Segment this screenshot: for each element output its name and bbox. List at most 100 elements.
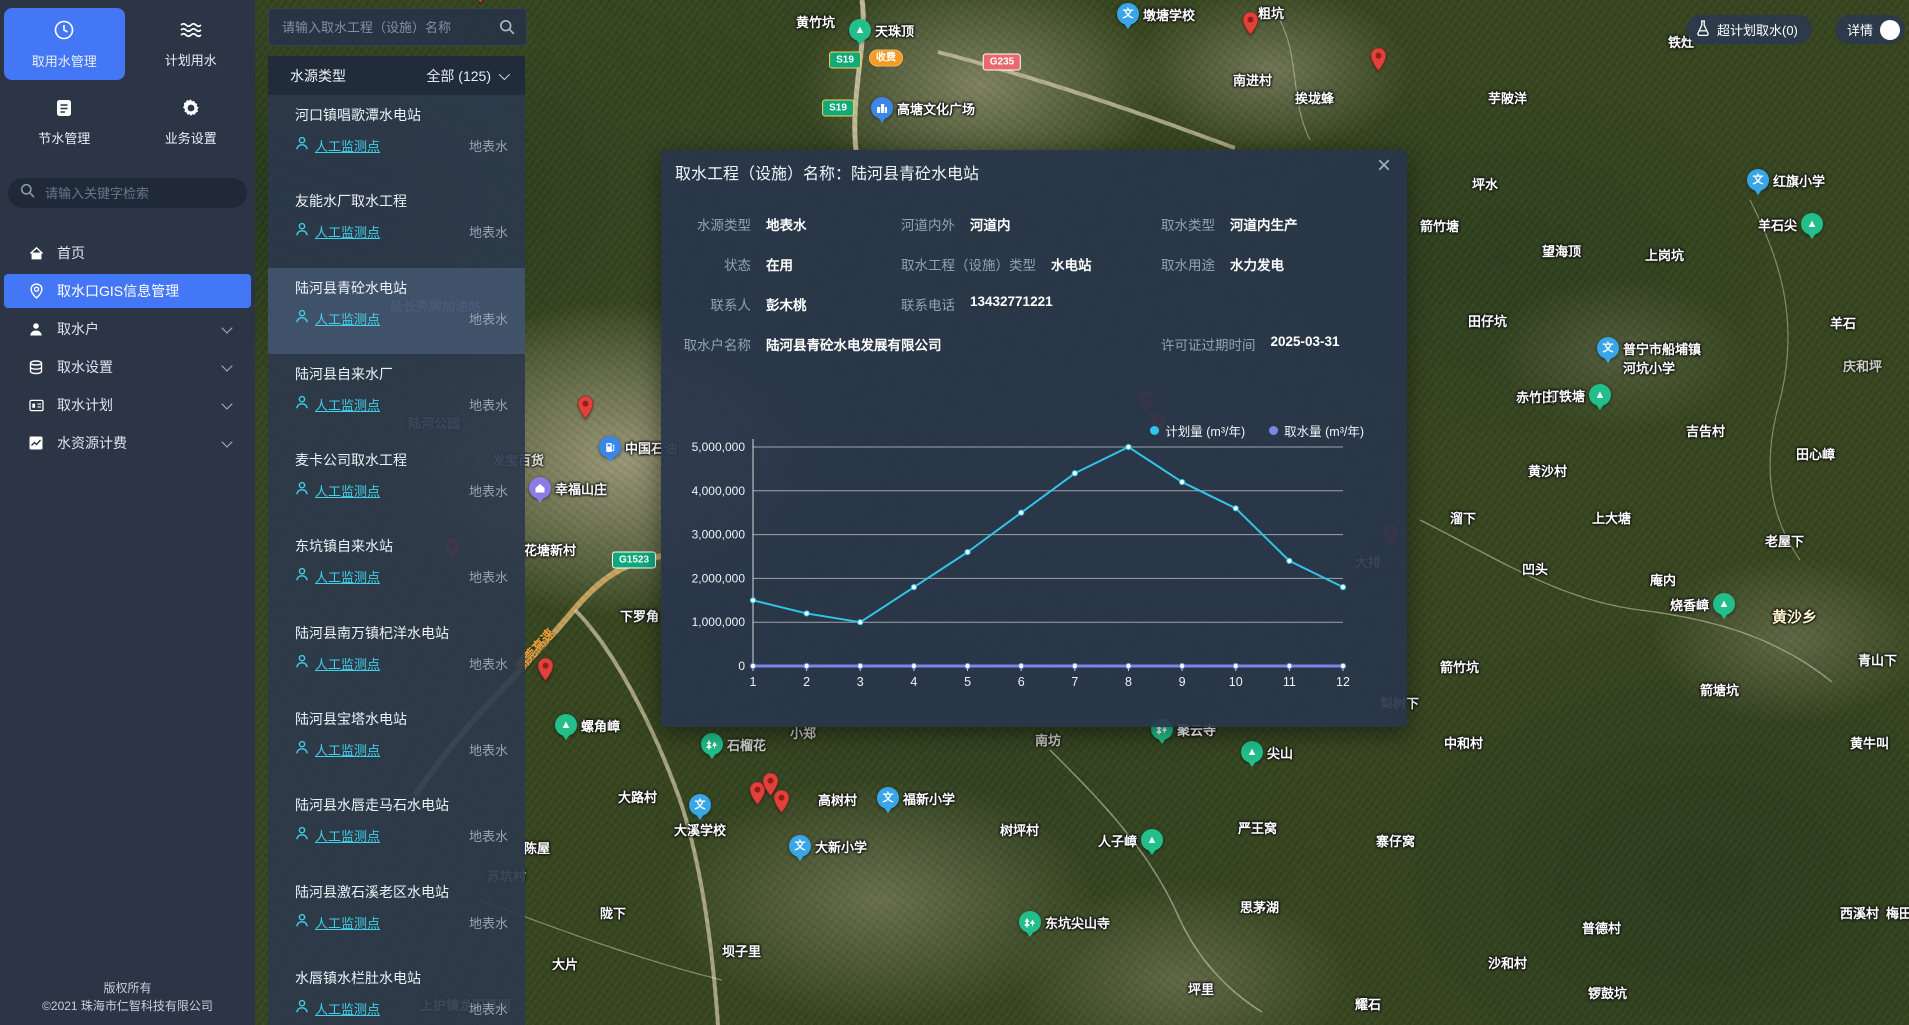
marker-label: 螺角嶂 [581,719,621,734]
mountain-marker[interactable]: ▲ 人子嶂 [1098,829,1163,851]
map-label: 中和村 [1444,736,1484,751]
station-list-item[interactable]: 陆河县青砼水电站 人工监测点 地表水 [268,267,525,354]
map-label: 梅田村 [1886,906,1909,921]
map-pin[interactable] [773,789,790,819]
marker-label: 羊石尖 [1757,218,1797,233]
plan-icon [28,399,44,412]
sidebar-item-4[interactable]: 取水设置 [4,350,251,384]
chevron-down-icon [221,360,233,372]
mountain-marker[interactable]: ▲ 羊石尖 [1758,213,1823,235]
map-label: 老屋下 [1765,534,1805,549]
sidebar-item-6[interactable]: 水资源计费 [4,426,251,460]
app-tile-2[interactable]: 计划用水 [131,8,252,80]
app-tile-3[interactable]: 节水管理 [4,86,125,158]
person-icon [295,136,309,155]
map-label: 大路村 [618,790,658,805]
station-search-input[interactable] [269,18,499,36]
temple-marker[interactable]: 石榴花 [701,733,766,755]
road-badge: G235 [982,53,1022,71]
road-badge: S19 [822,99,854,117]
map-pin[interactable] [762,772,779,802]
station-list-item[interactable]: 河口镇唱歌潭水电站 人工监测点 地表水 [295,107,508,155]
field-取水户名称: 取水户名称 陆河县青砼水电发展有限公司 [683,338,942,353]
station-list-item[interactable]: 陆河县自来水厂 人工监测点 地表水 [295,365,508,413]
sidebar-item-5[interactable]: 取水计划 [4,388,251,422]
over-plan-button[interactable]: 超计划取水(0) [1686,15,1812,44]
app-tile-1[interactable]: 取用水管理 [4,8,125,80]
map-pin[interactable] [537,657,554,687]
map-pin[interactable] [1242,11,1259,41]
search-icon[interactable] [499,19,515,35]
map-pin[interactable] [472,0,489,9]
station-list-item[interactable]: 陆河县宝塔水电站 人工监测点 地表水 [295,711,508,759]
map-label: 锣鼓坑 [1588,986,1628,1001]
chevron-down-icon [221,322,233,334]
map-pin[interactable] [577,395,594,425]
station-list-item[interactable]: 水唇镇水栏肚水电站 人工监测点 地表水 [295,969,508,1017]
map-label: 耀石 [1355,997,1382,1012]
map-label: 高树村 [818,793,858,808]
map-label: 箭塘坑 [1700,683,1740,698]
field-取水用途: 取水用途 水力发电 [1161,258,1284,273]
resort-marker[interactable]: 幸福山庄 [529,477,607,499]
station-detail-modal: 取水工程（设施）名称：陆河县青砼水电站 × 水源类型 地表水 河道内外 河道内 取水类型… [661,150,1407,727]
map-label: 望海顶 [1542,244,1582,259]
chevron-down-icon [221,436,233,448]
school-marker[interactable]: 文普宁市船埔镇 河坑小学 [1597,337,1701,376]
sidebar-search-input[interactable] [43,184,235,202]
toggle-knob [1880,19,1901,40]
marker-label: 幸福山庄 [555,482,608,497]
map-label: 严王窝 [1238,821,1278,836]
mountain-marker[interactable]: ▲ 烧香嶂 [1670,593,1735,615]
marker-label: 天珠顶 [875,24,915,39]
filter-dropdown[interactable]: 全部 (125) [426,66,511,86]
school-marker[interactable]: 文大新小学 [789,835,867,857]
school-marker[interactable]: 文墩塘学校 [1117,3,1195,25]
map-pin[interactable] [749,781,766,811]
sidebar-search[interactable] [8,178,247,208]
school-marker[interactable]: 文大溪学校 [674,794,726,838]
filter-label: 水源类型 [290,67,346,84]
sidebar-item-1[interactable]: 首页 [4,236,251,270]
svg-text:2,000,000: 2,000,000 [692,571,746,585]
marker-label: 石榴花 [727,738,767,753]
clock-icon [53,19,75,44]
field-状态: 状态 在用 [724,258,793,273]
school-marker[interactable]: 文红旗小学 [1747,169,1825,191]
map-label: 溜下 [1450,511,1477,526]
temple-marker[interactable]: 东坑尖山寺 [1019,911,1110,933]
station-list-item[interactable]: 友能水厂取水工程 人工监测点 地表水 [295,193,508,241]
sidebar-item-2[interactable]: 取水口GIS信息管理 [4,274,251,308]
road-badge: 收费 [869,49,903,67]
culture-marker[interactable]: 高塘文化广场 [871,97,975,119]
road-badge: G1523 [611,551,657,569]
map-pin[interactable] [1370,47,1387,77]
svg-text:12: 12 [1336,675,1350,689]
mountain-marker[interactable]: ▲ 打铁塘 [1546,384,1611,406]
mountain-marker[interactable]: ▲ 尖山 [1241,741,1293,763]
marker-label: 高塘文化广场 [897,102,976,117]
station-list-item[interactable]: 东坑镇自来水站 人工监测点 地表水 [295,538,508,586]
fuel-marker[interactable]: 中国石油 [599,436,677,458]
close-icon[interactable]: × [1376,152,1391,179]
flask-icon [1696,20,1710,39]
legend-item[interactable]: 取水量 (m³/年) [1269,421,1364,440]
mountain-marker[interactable]: ▲ 天珠顶 [849,19,914,41]
station-list-item[interactable]: 陆河县水唇走马石水电站 人工监测点 地表水 [295,797,508,845]
legend-item[interactable]: 计划量 (m³/年) [1150,421,1245,440]
map-label: 黄牛叫 [1850,736,1890,751]
svg-text:5,000,000: 5,000,000 [692,440,746,454]
document-icon [54,98,74,121]
station-list-item[interactable]: 陆河县南万镇杞洋水电站 人工监测点 地表水 [295,624,508,672]
field-水源类型: 水源类型 地表水 [697,218,807,233]
sidebar-item-3[interactable]: 取水户 [4,312,251,346]
app-tile-4[interactable]: 业务设置 [131,86,252,158]
svg-text:0: 0 [738,659,745,673]
school-marker[interactable]: 文福新小学 [877,787,955,809]
station-list-item[interactable]: 麦卡公司取水工程 人工监测点 地表水 [295,452,508,500]
mountain-marker[interactable]: ▲ 螺角嶂 [555,714,620,736]
svg-text:1: 1 [750,675,757,689]
station-list-item[interactable]: 陆河县激石溪老区水电站 人工监测点 地表水 [295,883,508,931]
detail-toggle[interactable]: 详情 [1835,15,1906,44]
station-filter-bar: 水源类型 全部 (125) [268,56,525,95]
